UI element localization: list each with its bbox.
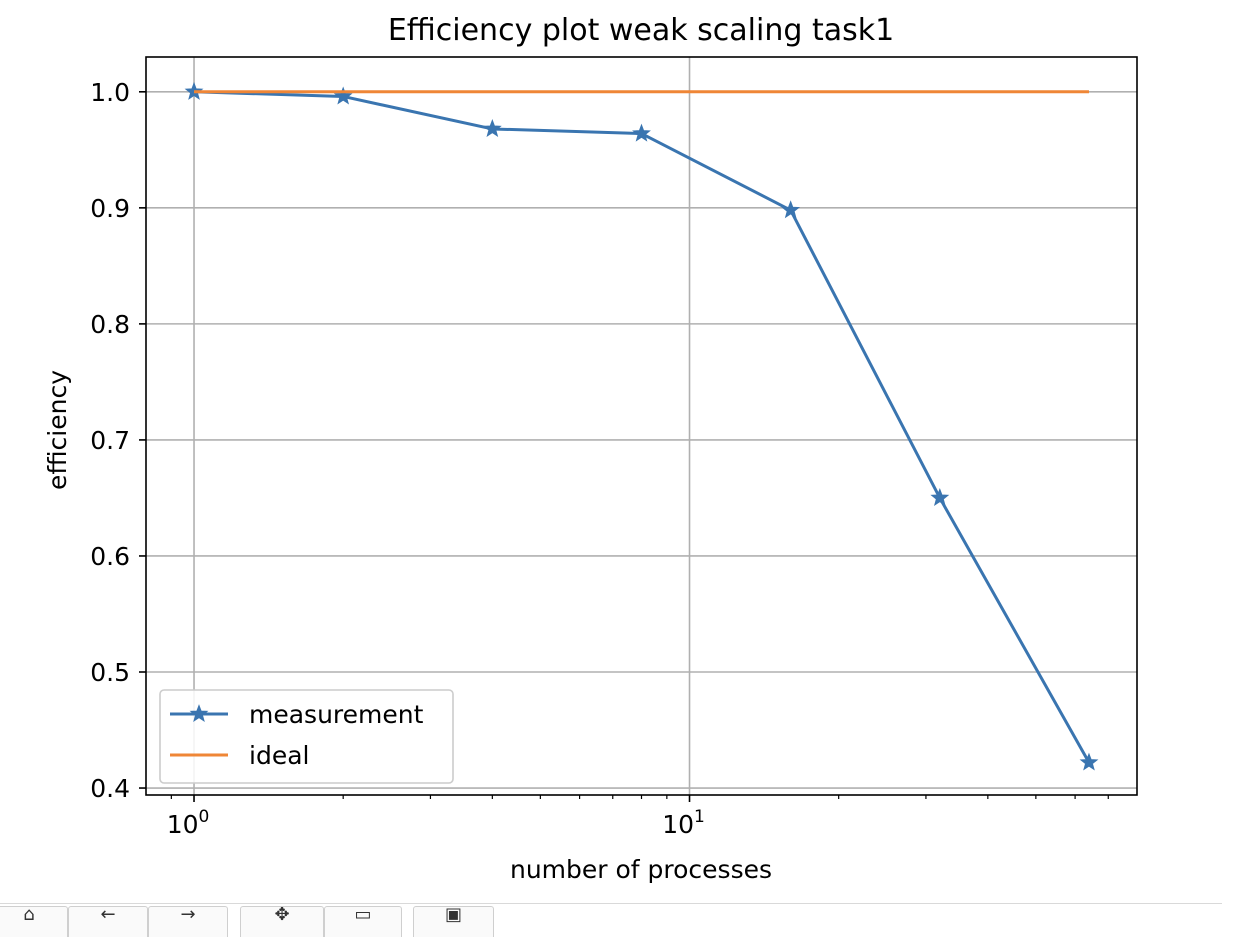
legend-ideal-label: ideal — [249, 741, 309, 770]
plot-series — [186, 83, 1097, 769]
navigation-toolbar: ⌂ ← → ✥ ▭ ▣ — [0, 903, 1222, 925]
pan-button[interactable]: ✥ — [240, 906, 324, 937]
y-tick-label: 0.6 — [90, 542, 130, 571]
pan-icon: ✥ — [241, 906, 323, 925]
back-button[interactable]: ← — [68, 906, 148, 937]
y-tick-label: 0.8 — [90, 310, 130, 339]
save-icon: ▣ — [414, 906, 493, 925]
arrow-right-icon: → — [149, 906, 227, 925]
zoom-icon: ▭ — [325, 906, 401, 925]
y-tick-label: 1.0 — [90, 78, 130, 107]
x-axis-label: number of processes — [510, 855, 772, 884]
x-tick-label: 101 — [662, 807, 705, 839]
data-point-measurement — [335, 88, 351, 103]
efficiency-chart: Efficiency plot weak scaling task1 0.4 0.… — [0, 0, 1236, 900]
zoom-button[interactable]: ▭ — [324, 906, 402, 937]
data-point-measurement — [932, 489, 948, 504]
grid — [146, 57, 1137, 795]
legend: measurement ideal — [160, 690, 453, 783]
y-tick-label: 0.4 — [90, 774, 130, 803]
y-tick-label: 0.5 — [90, 658, 130, 687]
home-icon: ⌂ — [0, 906, 67, 925]
legend-measurement-label: measurement — [249, 700, 424, 729]
data-point-measurement — [484, 120, 500, 135]
y-tick-label: 0.9 — [90, 194, 130, 223]
save-button[interactable]: ▣ — [413, 906, 494, 937]
data-point-measurement — [783, 202, 799, 217]
plot-frame — [146, 57, 1137, 795]
forward-button[interactable]: → — [148, 906, 228, 937]
arrow-left-icon: ← — [69, 906, 147, 925]
x-tick-label: 100 — [167, 807, 210, 839]
home-button[interactable]: ⌂ — [0, 906, 68, 937]
y-tick-label: 0.7 — [90, 426, 130, 455]
y-axis-label: efficiency — [43, 370, 72, 490]
chart-title: Efficiency plot weak scaling task1 — [388, 13, 894, 48]
data-point-measurement — [1081, 754, 1097, 769]
series-line-measurement — [194, 92, 1089, 763]
